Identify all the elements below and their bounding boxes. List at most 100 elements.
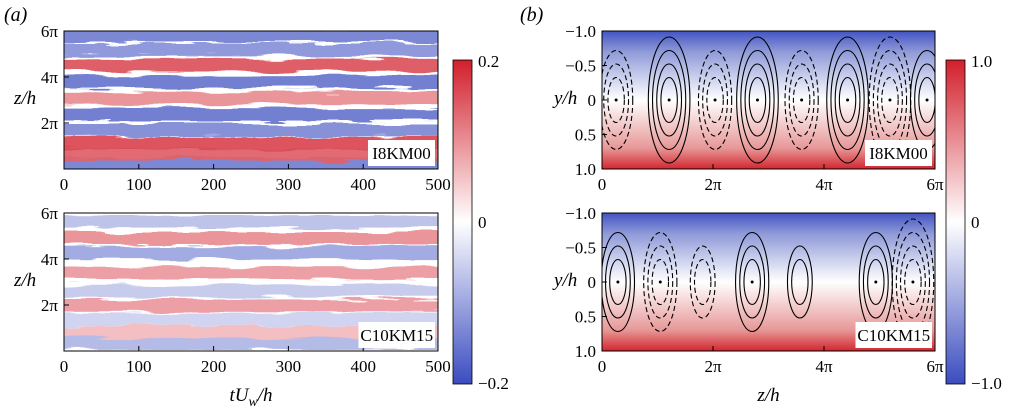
case-label-a-bottom: C10KM15 — [360, 326, 433, 345]
contour-b-top-3-4 — [736, 36, 779, 164]
stripe-a-top-9 — [64, 31, 438, 42]
yticklabel-b-top-3: 0.5 — [575, 126, 596, 145]
contour-b-top-3-3 — [740, 49, 775, 151]
contour-b-top-2-3 — [697, 49, 733, 151]
colorbar-a-gradient — [452, 59, 473, 385]
stripe-a-bottom-4 — [64, 284, 438, 298]
case-label-a-top: I8KM00 — [372, 144, 431, 163]
contour-b-bottom-2-2 — [689, 245, 716, 319]
contour-b-bottom-0-1 — [609, 258, 627, 306]
stripe-a-top-8 — [64, 43, 438, 56]
contour-center-b-top-0 — [614, 98, 618, 102]
yticklabel-b-bottom-2: 0 — [588, 273, 597, 292]
contour-b-top-0-3 — [602, 49, 634, 151]
stripe-a-bottom-6 — [64, 246, 438, 260]
contour-b-top-4-3 — [784, 49, 819, 151]
xticklabel-a-bottom-3: 300 — [276, 357, 302, 376]
xticklabel-b-bottom-0: 0 — [598, 357, 607, 376]
contour-center-b-bottom-6 — [911, 280, 915, 284]
ylabel-a-top: z/h — [13, 88, 36, 109]
stripe-a-bottom-3 — [64, 299, 438, 312]
contour-b-top-7-2 — [914, 63, 935, 137]
frame-a-bottom — [63, 212, 439, 352]
xticklabel-a-bottom-0: 0 — [60, 357, 69, 376]
stripe-a-bottom-2 — [64, 313, 438, 326]
panel-a-top-heatmap: 0 100 200 300 400 500 2π 4π 6π z/h I8KM00 — [13, 22, 451, 194]
contour-center-b-top-2 — [713, 98, 717, 102]
stripe-a-top-4 — [64, 108, 438, 122]
colorbar-b-tick-min: −1.0 — [971, 374, 1002, 393]
contour-b-top-5-4 — [826, 36, 869, 164]
contour-b-top-5-2 — [834, 63, 861, 137]
contour-center-b-top-6 — [888, 98, 892, 102]
colorbar-b-tick-zero: 0 — [971, 213, 980, 232]
yticklabel-b-top-2: 0 — [588, 91, 597, 110]
colorbar-a: 0.2 0 −0.2 — [452, 52, 509, 393]
contour-center-b-top-1 — [667, 98, 671, 102]
yticklabel-a-top-1: 4π — [41, 68, 59, 87]
contour-b-bottom-2-1 — [693, 258, 712, 306]
contour-center-b-top-5 — [846, 98, 850, 102]
ylabel-b-top: y/h — [552, 88, 577, 109]
contour-b-top-6-2 — [877, 63, 903, 137]
yticklabel-b-top-1: −0.5 — [565, 57, 596, 76]
contour-center-b-bottom-0 — [616, 280, 620, 284]
xticklabel-a-bottom-4: 400 — [350, 357, 376, 376]
xticklabel-a-top-0: 0 — [60, 175, 69, 194]
contour-b-bottom-4-1 — [791, 258, 809, 306]
contour-b-bottom-6-2 — [899, 245, 926, 319]
case-badge-bg-a-top — [368, 140, 435, 166]
contour-b-top-4-2 — [788, 63, 815, 137]
contour-b-top-5-3 — [830, 49, 865, 151]
xlabel-a-bottom: tUw/h — [229, 385, 272, 410]
contour-b-top-1-2 — [656, 63, 683, 137]
xticklabel-a-top-4: 400 — [350, 175, 376, 194]
panel-b-bottom-heatmap: 0 2π 4π 6π −1.0 −0.5 0 0.5 1.0 y/h z/h C10KM15 — [552, 204, 944, 406]
stripe-a-top-2 — [64, 137, 438, 150]
panel-label-b: (b) — [520, 4, 544, 26]
panel-a-bottom-heatmap: 0 100 200 300 400 500 2π 4π 6π z/h tUw/h C10KM15 — [13, 204, 451, 410]
contour-b-top-1-4 — [647, 36, 691, 164]
colorbar-a-tick-zero: 0 — [478, 213, 487, 232]
xticklabel-a-top-2: 200 — [201, 175, 227, 194]
xticklabel-b-top-0: 0 — [598, 175, 607, 194]
contour-b-top-7-1 — [918, 76, 935, 124]
contour-b-bottom-4-2 — [786, 245, 813, 319]
contour-b-top-1-3 — [651, 49, 687, 151]
yticklabel-a-bottom-0: 2π — [41, 296, 59, 315]
stripe-a-top-1 — [64, 148, 438, 161]
xticklabel-b-top-2: 4π — [815, 175, 833, 194]
case-badge-bg-a-bottom — [358, 322, 435, 348]
ylabel-b-bottom: y/h — [552, 270, 577, 291]
xticklabel-a-bottom-1: 100 — [126, 357, 152, 376]
yticklabel-b-bottom-0: −1.0 — [565, 204, 596, 223]
contour-b-top-3-2 — [744, 63, 771, 137]
xticklabel-a-top-3: 300 — [276, 175, 302, 194]
contour-center-b-bottom-1 — [658, 280, 662, 284]
xticklabel-a-bottom-2: 200 — [201, 357, 227, 376]
contour-b-bottom-6-1 — [904, 258, 922, 306]
contour-b-top-0-1 — [607, 76, 625, 124]
xlabel-b-bottom: z/h — [756, 385, 779, 406]
contour-center-b-top-7 — [925, 98, 929, 102]
yticklabel-b-bottom-4: 1.0 — [575, 342, 596, 361]
stripe-a-top-5 — [64, 91, 438, 105]
contour-b-top-4-1 — [792, 76, 811, 124]
contour-b-bottom-5-2 — [862, 245, 889, 319]
colorbar-a-tick-min: −0.2 — [478, 374, 509, 393]
contour-b-bottom-1-1 — [651, 258, 670, 306]
yticklabel-b-bottom-3: 0.5 — [575, 308, 596, 327]
contour-b-top-1-1 — [660, 76, 678, 124]
xticklabel-b-bottom-1: 2π — [704, 357, 722, 376]
contour-b-top-2-1 — [706, 76, 724, 124]
xticklabel-b-bottom-2: 4π — [815, 357, 833, 376]
colorbar-a-tick-max: 0.2 — [478, 52, 499, 71]
stripe-a-top-6 — [64, 75, 438, 89]
xticklabel-a-top-5: 500 — [425, 175, 451, 194]
contour-b-top-2-2 — [702, 63, 729, 137]
yticklabel-a-top-2: 6π — [41, 22, 59, 41]
contour-b-bottom-3-2 — [739, 245, 766, 319]
contour-center-b-top-4 — [800, 98, 804, 102]
yticklabel-a-top-0: 2π — [41, 114, 59, 133]
